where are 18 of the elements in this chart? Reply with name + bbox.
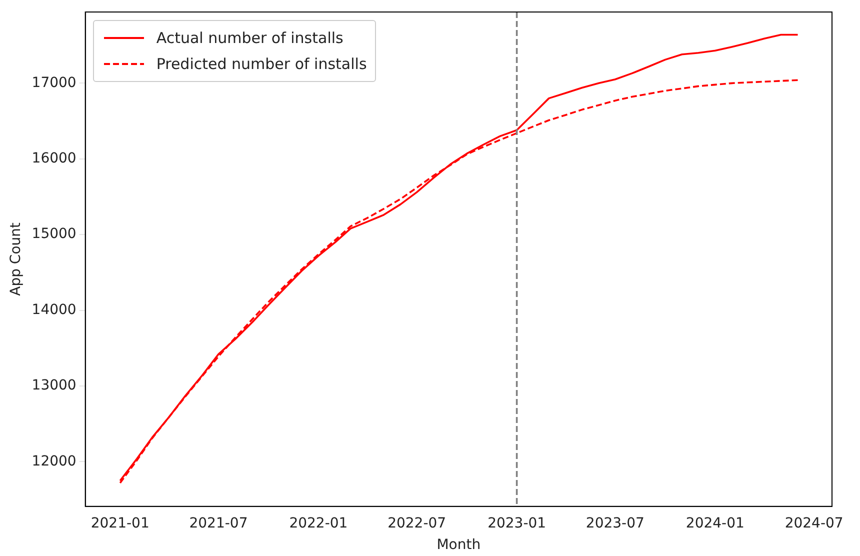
y-tick-label: 13000	[32, 378, 76, 394]
x-tick-label: 2023-07	[586, 515, 644, 532]
y-tick-label: 16000	[32, 150, 76, 167]
x-tick-label: 2024-01	[686, 515, 744, 532]
x-tick-label: 2022-01	[289, 515, 348, 532]
x-axis-title: Month	[436, 537, 481, 554]
x-tick-label: 2024-07	[784, 515, 844, 532]
y-tick-label: 17000	[32, 74, 76, 91]
x-tick-label: 2023-01	[488, 515, 546, 532]
y-tick-label: 12000	[32, 453, 76, 470]
x-tick-label: 2021-07	[189, 515, 248, 532]
x-tick-label: 2021-01	[90, 515, 150, 532]
x-tick-label: 2022-07	[388, 515, 446, 532]
legend-label: Predicted number of installs	[156, 54, 367, 75]
y-tick-label: 14000	[32, 302, 76, 318]
y-tick-label: 15000	[32, 226, 76, 242]
y-axis-title: App Count	[8, 222, 24, 296]
legend-label: Actual number of installs	[156, 28, 344, 49]
